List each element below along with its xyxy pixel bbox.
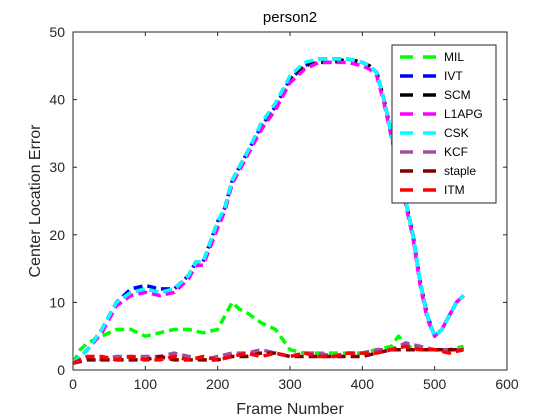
y-tick-label: 50 (49, 24, 65, 40)
y-tick-label: 40 (49, 92, 65, 108)
x-tick-label: 300 (278, 376, 302, 392)
y-tick-label: 30 (49, 159, 65, 175)
legend-label-scm: SCM (444, 88, 471, 102)
legend-label-itm: ITM (444, 183, 465, 197)
x-tick-label: 100 (134, 376, 158, 392)
legend-label-csk: CSK (444, 126, 469, 140)
y-axis-label: Center Location Error (27, 124, 44, 278)
series-line-mil (73, 300, 464, 365)
y-tick-label: 10 (49, 294, 65, 310)
chart-title: person2 (263, 9, 317, 26)
x-tick-label: 200 (206, 376, 230, 392)
legend-label-ivt: IVT (444, 69, 463, 83)
series-line-itm (73, 344, 464, 365)
y-tick-label: 0 (57, 362, 65, 378)
x-tick-label: 400 (351, 376, 375, 392)
plot-area: 0 100 200 300 400 500 600 0 10 20 30 40 50 (49, 24, 518, 392)
x-tick-label: 0 (69, 376, 77, 392)
legend: MIL IVT SCM L1APG CSK KCF staple ITM (391, 44, 497, 204)
legend-label-kcf: KCF (444, 145, 468, 159)
series-line-csk (73, 57, 465, 365)
x-axis-label: Frame Number (236, 401, 344, 418)
legend-label-mil: MIL (444, 50, 464, 64)
legend-label-staple: staple (444, 164, 476, 178)
y-tick-label: 20 (49, 227, 65, 243)
x-tick-label: 500 (423, 376, 447, 392)
legend-box (391, 44, 497, 204)
x-tick-label: 600 (495, 376, 519, 392)
legend-label-l1apg: L1APG (444, 107, 483, 121)
